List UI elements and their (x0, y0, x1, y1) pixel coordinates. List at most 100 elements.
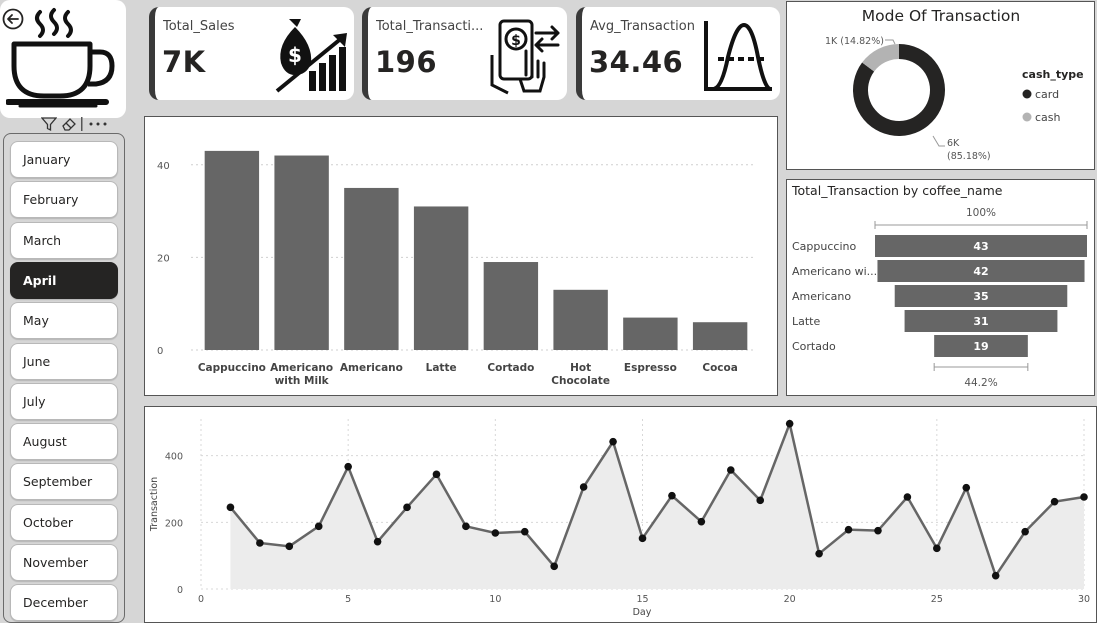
data-point[interactable] (314, 522, 323, 531)
month-april[interactable]: April (10, 261, 118, 299)
month-december[interactable]: December (10, 584, 118, 622)
data-point[interactable] (1050, 497, 1059, 506)
funnel-value: 31 (973, 315, 988, 328)
funnel-chart: Total_Transaction by coffee_name 100% 43 Ca… (791, 183, 1088, 389)
data-point[interactable] (462, 522, 470, 531)
slice-label: 1K (14.82%) (825, 36, 884, 47)
bar[interactable] (344, 187, 399, 350)
funnel-bar[interactable] (904, 310, 1058, 332)
data-point[interactable] (874, 526, 882, 535)
bar[interactable] (204, 150, 260, 350)
kpi-avg-transaction: Avg_Transaction 34.46 (576, 7, 780, 100)
data-point[interactable] (256, 539, 264, 547)
bar[interactable] (553, 289, 608, 350)
bottom-bracket (933, 363, 1029, 371)
month-july[interactable]: July (10, 382, 118, 420)
data-point[interactable] (962, 483, 971, 492)
data-point[interactable] (785, 419, 794, 428)
data-point[interactable] (815, 549, 823, 558)
month-january[interactable]: January (10, 141, 118, 178)
data-point[interactable] (344, 462, 352, 471)
data-point[interactable] (697, 517, 706, 526)
funnel-value: 19 (973, 340, 988, 353)
bar[interactable] (274, 155, 329, 350)
legend-marker (1022, 89, 1032, 99)
legend-label[interactable]: cash (1035, 111, 1061, 124)
data-point[interactable] (403, 503, 411, 512)
filter-icon[interactable] (41, 116, 57, 132)
divider-icon (81, 117, 83, 131)
kpi-value: 7K (162, 45, 206, 79)
funnel-category: Cortado (792, 340, 836, 353)
month-march[interactable]: March (10, 221, 118, 259)
leader-line (885, 39, 896, 45)
bar[interactable] (483, 262, 539, 350)
legend-title: cash_type (1022, 68, 1084, 81)
y-tick-label: 20 (157, 253, 170, 264)
kpi-value: 34.46 (589, 45, 684, 79)
data-point[interactable] (1021, 527, 1029, 536)
data-point[interactable] (727, 466, 735, 474)
x-tick-label: 20 (784, 594, 796, 605)
y-tick-label: 200 (165, 518, 183, 529)
month-may[interactable]: May (10, 302, 118, 340)
data-point[interactable] (373, 537, 382, 546)
data-point[interactable] (638, 534, 647, 543)
funnel-value: 42 (973, 265, 988, 278)
leader-line (932, 135, 945, 147)
funnel-value: 35 (973, 290, 988, 303)
data-point[interactable] (491, 529, 500, 537)
funnel-category: Cappuccino (792, 240, 856, 253)
legend-label[interactable]: card (1035, 88, 1059, 101)
y-tick-label: 0 (177, 585, 183, 596)
data-point[interactable] (226, 503, 235, 512)
donut-chart: Mode Of Transaction 1K (14.82%) 6K (85.18%)… (825, 7, 1084, 162)
funnel-bar[interactable] (875, 235, 1087, 257)
pie-slice-cash[interactable] (862, 44, 899, 72)
data-point[interactable] (579, 483, 588, 491)
money-bag-growth-icon: $ (275, 19, 347, 93)
chart-title: Total_Transaction by coffee_name (791, 183, 1003, 198)
funnel-bar[interactable] (877, 260, 1085, 282)
data-point[interactable] (285, 542, 294, 551)
month-october[interactable]: October (10, 503, 118, 541)
kpi-value: 196 (375, 45, 438, 79)
coffee-cup-icon (6, 8, 115, 108)
month-august[interactable]: August (10, 423, 118, 461)
data-point[interactable] (520, 527, 529, 536)
eraser-icon[interactable] (61, 116, 77, 132)
data-point[interactable] (756, 496, 765, 505)
bar[interactable] (692, 322, 748, 350)
kpi-label: Avg_Transaction (590, 19, 695, 34)
month-november[interactable]: November (10, 544, 118, 581)
month-february[interactable]: February (10, 181, 118, 219)
funnel-bar[interactable] (934, 335, 1028, 357)
data-point[interactable] (903, 493, 912, 501)
bar[interactable] (623, 317, 678, 350)
data-point[interactable] (432, 470, 441, 479)
y-tick-label: 400 (165, 452, 183, 463)
data-point[interactable] (550, 562, 558, 571)
more-icon[interactable] (87, 116, 109, 132)
x-tick-label: 15 (636, 594, 648, 605)
x-tick-label: 0 (198, 594, 204, 605)
funnel-bar[interactable] (894, 285, 1068, 307)
legend-marker (1022, 112, 1032, 122)
data-point[interactable] (609, 437, 617, 446)
data-point[interactable] (844, 525, 853, 534)
back-arrow-icon[interactable] (2, 8, 24, 30)
kpi-label: Total_Transacti... (376, 19, 484, 34)
top-bracket (874, 221, 1088, 229)
pie-slice-card[interactable] (853, 44, 945, 137)
x-tick-label: 25 (931, 594, 943, 605)
kpi-label: Total_Sales (163, 19, 235, 34)
data-point[interactable] (668, 491, 676, 500)
x-tick-label: 5 (345, 594, 351, 605)
data-point[interactable] (1080, 493, 1088, 501)
data-point[interactable] (991, 571, 1000, 580)
data-point[interactable] (933, 544, 941, 553)
month-september[interactable]: September (10, 463, 118, 501)
x-tick-label: Cappuccino (198, 362, 266, 374)
month-june[interactable]: June (10, 342, 118, 380)
bar[interactable] (413, 206, 469, 350)
